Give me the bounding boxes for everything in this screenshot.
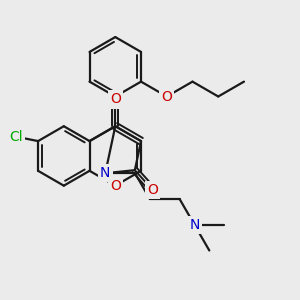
Text: O: O [110,92,121,106]
Text: N: N [100,166,110,180]
Text: O: O [110,179,121,193]
Text: N: N [189,218,200,232]
Text: Cl: Cl [9,130,22,144]
Text: O: O [161,89,172,103]
Text: O: O [147,183,158,197]
